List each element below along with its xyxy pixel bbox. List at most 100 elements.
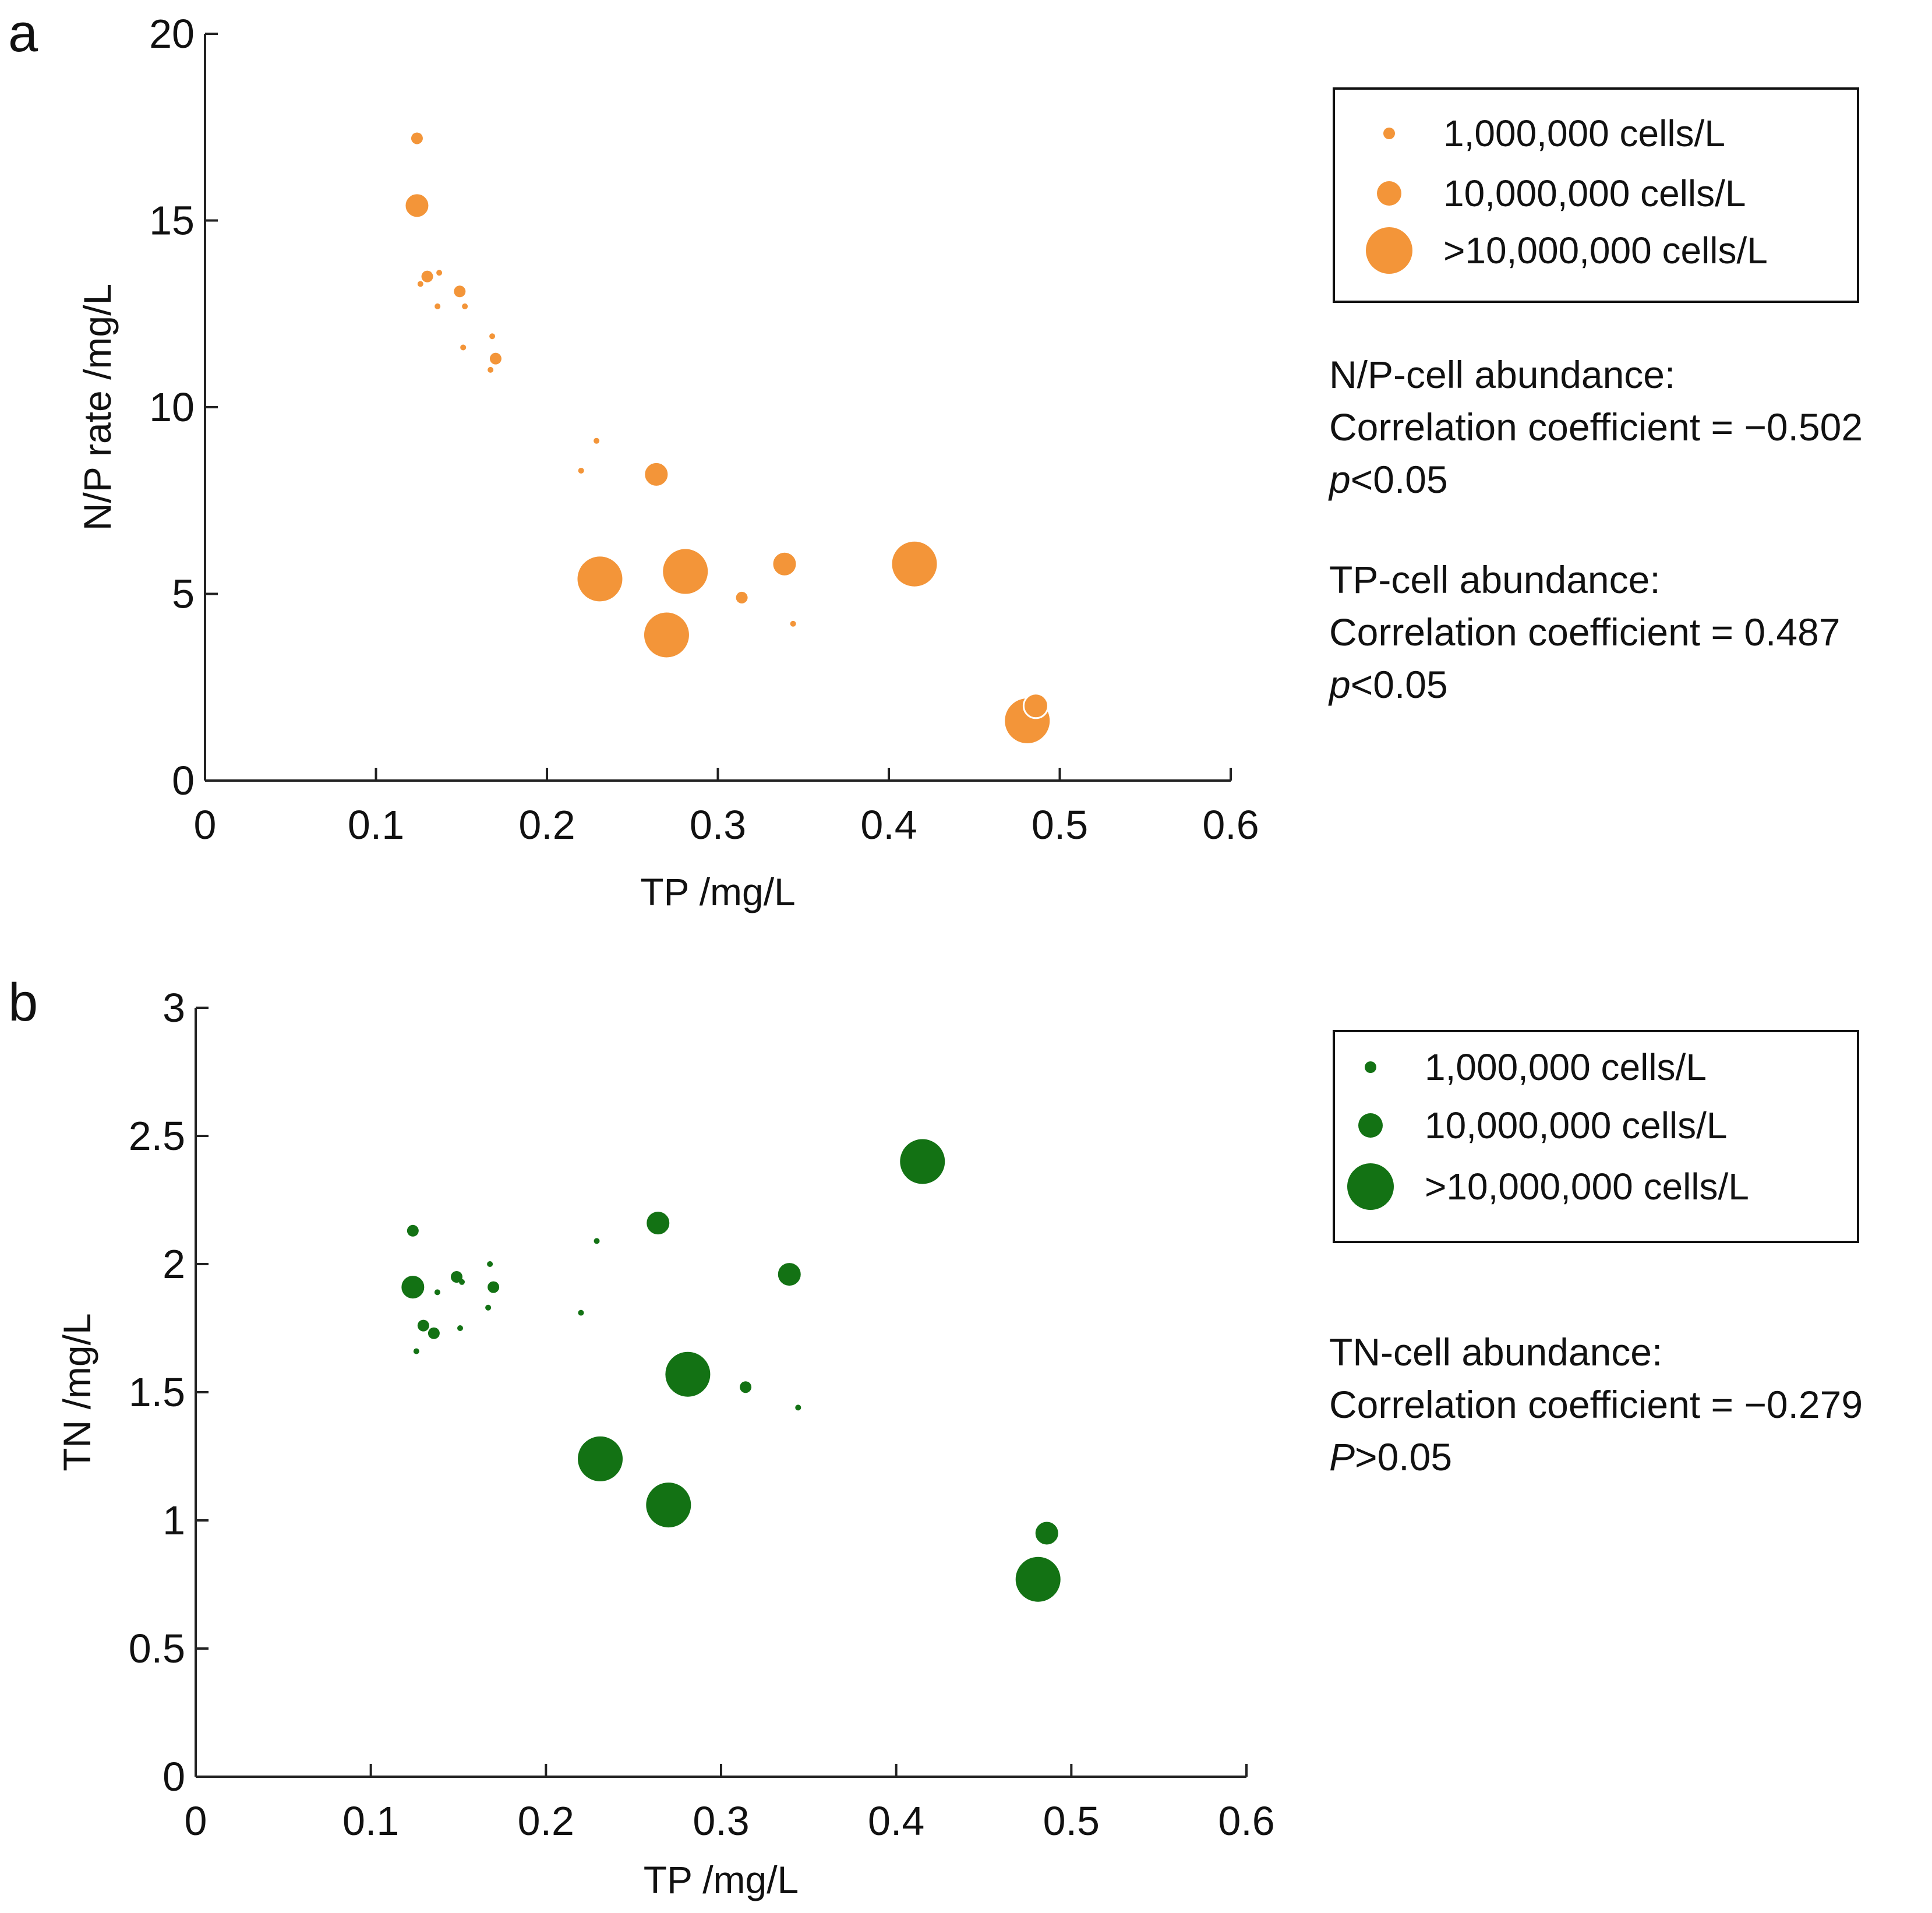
data-point (489, 333, 496, 340)
legend-marker (1365, 1061, 1376, 1073)
data-point (578, 467, 584, 474)
legend-marker (1377, 181, 1401, 206)
x-tick-label: 0.6 (1218, 1798, 1274, 1844)
data-point (661, 547, 710, 596)
y-tick-label: 2 (163, 1241, 185, 1287)
p-symbol: p (1329, 663, 1351, 706)
data-point (459, 1279, 465, 1285)
legend-box (1333, 87, 1859, 303)
x-tick-label: 0.1 (348, 802, 404, 848)
x-tick-label: 0.4 (868, 1798, 924, 1844)
data-point (771, 550, 798, 577)
data-point (413, 1348, 419, 1354)
data-point (450, 1271, 462, 1283)
x-tick-label: 0.3 (690, 802, 746, 848)
data-point (436, 270, 443, 276)
data-point (485, 1304, 492, 1311)
data-point (644, 1481, 693, 1530)
panel-a-chart: a 0 0.1 0.2 0.3 0.4 0.5 0.6 0 5 10 15 20 TP /mg/L N… (8, 3, 1859, 913)
data-point (576, 1434, 625, 1483)
annotation-heading: N/P-cell abundance: (1329, 353, 1676, 396)
data-point (454, 285, 466, 298)
data-point (404, 192, 430, 219)
annotation-p-value: P>0.05 (1329, 1431, 1863, 1483)
x-tick-label: 0.4 (860, 802, 917, 848)
legend-label: >10,000,000 cells/L (1425, 1166, 1749, 1208)
legend-label: >10,000,000 cells/L (1443, 230, 1768, 271)
annotation-p-value: p<0.05 (1329, 658, 1841, 711)
panel-a-annotation-tp: TP-cell abundance: Correlation coefficie… (1329, 553, 1841, 711)
x-tick-label: 0.2 (518, 802, 575, 848)
p-symbol: P (1329, 1435, 1355, 1478)
panel-a-legend: 1,000,000 cells/L 10,000,000 cells/L >10,0… (1333, 87, 1859, 303)
panel-a-points (404, 132, 1052, 745)
data-point (400, 1274, 426, 1301)
annotation-coefficient: Correlation coefficient = 0.487 (1329, 610, 1841, 654)
data-point (898, 1137, 947, 1186)
x-tick-label: 0 (194, 802, 217, 848)
data-point (417, 1319, 429, 1332)
annotation-coefficient: Correlation coefficient = −0.279 (1329, 1383, 1863, 1426)
x-tick-label: 0.5 (1043, 1798, 1100, 1844)
data-point (575, 555, 624, 603)
data-point (421, 270, 433, 283)
p-threshold: <0.05 (1350, 663, 1448, 706)
y-tick-label: 2.5 (129, 1113, 185, 1159)
x-tick-label: 0 (185, 1798, 207, 1844)
y-tick-label: 20 (149, 11, 195, 57)
data-point (1033, 1520, 1060, 1547)
data-point (428, 1327, 440, 1339)
data-point (645, 1210, 672, 1237)
legend-marker (1383, 128, 1395, 139)
y-tick-label: 1 (163, 1498, 185, 1543)
annotation-heading: TN-cell abundance: (1329, 1330, 1663, 1374)
data-point (594, 1238, 600, 1244)
y-tick-label: 5 (172, 571, 195, 617)
data-point (740, 1381, 752, 1393)
data-point (460, 344, 467, 351)
panel-b-letter: b (8, 973, 38, 1032)
y-tick-label: 15 (149, 198, 195, 243)
data-point (663, 1350, 712, 1399)
x-tick-label: 0.3 (693, 1798, 749, 1844)
annotation-heading: TP-cell abundance: (1329, 558, 1661, 601)
x-tick-label: 0.5 (1032, 802, 1088, 848)
legend-marker (1366, 227, 1412, 274)
y-tick-label: 0.5 (129, 1626, 185, 1671)
panel-b-y-axis-label: TN /mg/L (55, 1313, 98, 1471)
legend-marker (1347, 1163, 1394, 1210)
p-threshold: >0.05 (1355, 1435, 1453, 1478)
legend-box (1333, 1030, 1859, 1243)
y-tick-label: 0 (163, 1754, 185, 1799)
data-point (488, 1281, 500, 1293)
data-point (488, 366, 494, 373)
data-point (795, 1404, 801, 1411)
x-tick-label: 0.1 (342, 1798, 399, 1844)
data-point (736, 591, 748, 603)
legend-label: 1,000,000 cells/L (1443, 112, 1725, 154)
legend-label: 10,000,000 cells/L (1443, 172, 1746, 214)
panel-b-legend: 1,000,000 cells/L 10,000,000 cells/L >10,0… (1333, 1030, 1859, 1243)
legend-marker (1358, 1113, 1383, 1138)
y-tick-label: 0 (172, 758, 195, 803)
y-tick-label: 1.5 (129, 1370, 185, 1415)
panel-b-x-axis-label: TP /mg/L (644, 1858, 799, 1901)
data-point (489, 352, 501, 365)
panel-b-chart: b 0 0.1 0.2 0.3 0.4 0.5 0.6 0 0.5 1 1.5 2 2.5 3 TP /m… (8, 973, 1859, 1901)
data-point (776, 1261, 803, 1288)
data-point (487, 1261, 493, 1267)
data-point (790, 620, 796, 627)
panel-a-annotation-np: N/P-cell abundance: Correlation coeffici… (1329, 348, 1863, 506)
data-point (411, 132, 423, 144)
panel-b-annotation-tn: TN-cell abundance: Correlation coefficie… (1329, 1326, 1863, 1483)
data-point (1022, 693, 1049, 719)
data-point (890, 539, 939, 588)
p-symbol: p (1329, 458, 1351, 501)
y-tick-label: 10 (149, 384, 195, 430)
data-point (1013, 1555, 1062, 1604)
panel-a-letter: a (8, 3, 38, 63)
panel-a-x-axis-label: TP /mg/L (640, 870, 796, 913)
panel-b-axes: 0 0.1 0.2 0.3 0.4 0.5 0.6 0 0.5 1 1.5 2 2.5 3 (129, 985, 1275, 1844)
panel-a-y-axis-label: N/P rate /mg/L (76, 284, 119, 531)
